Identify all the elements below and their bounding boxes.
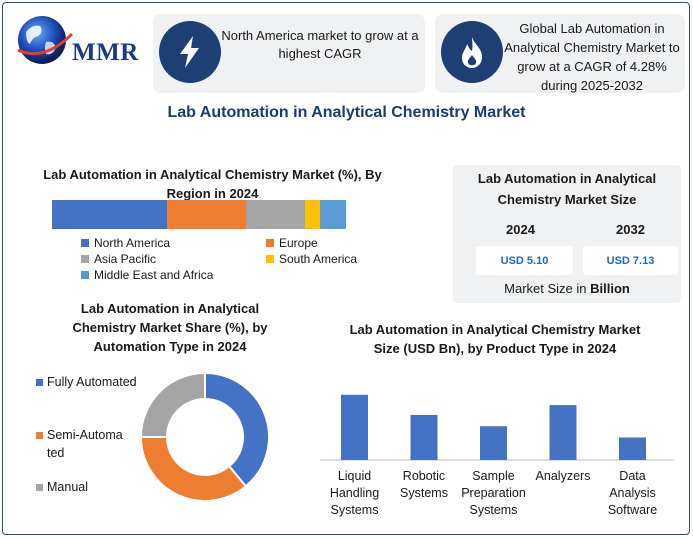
- x-tick-label: Data Analysis Software: [607, 469, 658, 517]
- region-segment-north-america: [52, 200, 167, 229]
- main-title: Lab Automation in Analytical Chemistry M…: [167, 104, 526, 121]
- callout-text: Global Lab Automation in Analytical Chem…: [504, 21, 680, 93]
- bar-liquid-handling-systems: [341, 394, 368, 460]
- logo-text: MMR: [72, 39, 139, 66]
- bar-data-analysis-software: [619, 437, 646, 460]
- region-segment-middle-east-and-africa: [319, 200, 346, 229]
- market-size-panel: Lab Automation in Analytical Chemistry M…: [453, 165, 681, 303]
- logo: MMR: [14, 12, 144, 72]
- callout-cagr: Global Lab Automation in Analytical Chem…: [435, 14, 685, 93]
- callout-text: North America market to grow at a highes…: [221, 28, 419, 61]
- donut-slice-semi-automa-ted: [139, 436, 248, 502]
- donut-slice-manual: [139, 371, 206, 438]
- bar-sample-preparation-systems: [480, 426, 507, 460]
- legend-asia-pacific: Asia Pacific: [81, 252, 156, 266]
- automation-chart-title: Lab Automation in Analytical Chemistry M…: [72, 301, 268, 354]
- flame-icon: [462, 37, 482, 68]
- value-2032: USD 7.13: [583, 246, 678, 275]
- market-size-title: Lab Automation in Analytical Chemistry M…: [477, 171, 657, 207]
- legend-europe: Europe: [266, 236, 318, 250]
- globe-icon: [17, 16, 74, 64]
- bar-robotic-systems: [410, 415, 438, 460]
- callout-badge: [159, 21, 221, 83]
- region-stacked-bar: [52, 200, 346, 229]
- legend-south-america: South America: [266, 252, 357, 266]
- legend-middle-east-africa: Middle East and Africa: [81, 268, 213, 282]
- x-tick-label: Analyzers: [535, 469, 591, 483]
- region-segment-asia-pacific: [246, 200, 305, 229]
- automation-donut-chart: [139, 371, 270, 502]
- year-2024-label: 2024: [506, 222, 535, 237]
- x-tick-label: Robotic Systems: [400, 469, 448, 500]
- x-tick-label: Sample Preparation Systems: [461, 469, 526, 517]
- callout-regional-growth: North America market to grow at a highes…: [153, 14, 425, 93]
- year-2032-label: 2032: [616, 222, 645, 237]
- market-size-unit: Market Size in Billion: [504, 281, 630, 296]
- region-segment-south-america: [304, 200, 320, 229]
- value-2024: USD 5.10: [476, 246, 573, 275]
- legend-north-america: North America: [81, 236, 170, 250]
- bar-analyzers: [549, 405, 577, 460]
- region-segment-europe: [166, 200, 247, 229]
- x-tick-label: Liquid Handling Systems: [329, 469, 380, 517]
- product-chart-title: Lab Automation in Analytical Chemistry M…: [349, 322, 641, 356]
- donut-slice-fully-automated: [204, 371, 270, 488]
- lightning-bolt-icon: [180, 36, 199, 68]
- region-chart-title: Lab Automation in Analytical Chemistry M…: [43, 167, 382, 201]
- product-bar-chart: [320, 394, 674, 461]
- callout-badge: [441, 21, 503, 83]
